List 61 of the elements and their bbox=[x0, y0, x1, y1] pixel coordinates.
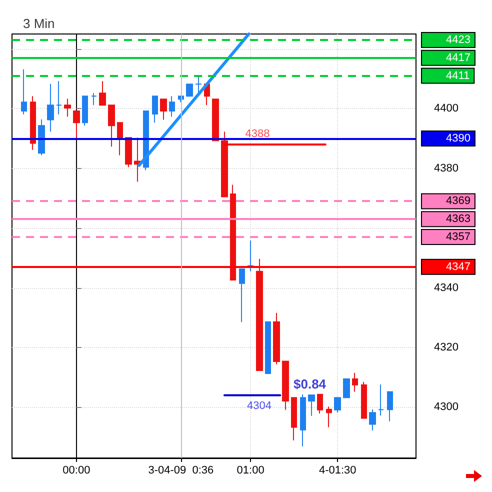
x-tick-label: 00:00 bbox=[62, 464, 90, 476]
candlestick bbox=[91, 92, 97, 106]
ref-line-label: 4369 bbox=[446, 195, 470, 208]
candlestick bbox=[195, 75, 202, 94]
candlestick bbox=[239, 268, 245, 323]
candlestick bbox=[361, 381, 367, 419]
candlestick bbox=[73, 110, 80, 138]
candlestick bbox=[334, 397, 341, 414]
candlestick bbox=[273, 312, 280, 365]
x-tick-label: 01:00 bbox=[236, 464, 264, 476]
y-tick-label: 4300 bbox=[434, 401, 458, 414]
x-tick-label: 4-01:30 bbox=[318, 464, 356, 476]
candlestick bbox=[247, 240, 254, 272]
annotation: 4388 bbox=[245, 128, 270, 140]
candlestick bbox=[343, 378, 350, 398]
candlestick bbox=[169, 96, 175, 118]
candlestick bbox=[300, 394, 306, 447]
candlestick bbox=[378, 384, 384, 416]
annotation: $0.84 bbox=[294, 376, 327, 392]
candlestick bbox=[30, 96, 36, 150]
candlestick bbox=[326, 406, 332, 428]
candlestick bbox=[21, 68, 27, 115]
candlestick bbox=[282, 360, 289, 410]
candlestick bbox=[317, 394, 323, 414]
candlestick bbox=[56, 80, 62, 115]
candlestick bbox=[47, 83, 54, 132]
candlestick bbox=[369, 408, 376, 432]
candlestick bbox=[291, 397, 297, 441]
y-tick-label: 4340 bbox=[434, 282, 458, 294]
ref-line-label: 4357 bbox=[446, 231, 470, 244]
ref-line-label: 4390 bbox=[446, 132, 470, 145]
x-tick-label: 3-04-09 0:36 bbox=[148, 464, 214, 476]
candlestick bbox=[125, 137, 132, 168]
candlestick bbox=[308, 394, 315, 416]
candlestick bbox=[99, 80, 106, 106]
candlestick bbox=[38, 118, 45, 156]
ref-line-label: 4347 bbox=[446, 260, 470, 273]
ref-line-label: 4423 bbox=[446, 34, 470, 46]
y-tick-label: 4380 bbox=[434, 162, 458, 174]
ref-line-label: 4363 bbox=[446, 213, 470, 226]
candlestick bbox=[352, 372, 358, 392]
candlestick bbox=[221, 131, 228, 198]
candlestick bbox=[160, 98, 167, 120]
candlestick bbox=[64, 98, 71, 118]
candlestick bbox=[108, 104, 115, 148]
chart-title: 3 Min bbox=[23, 16, 55, 31]
candlestick bbox=[230, 184, 236, 281]
ref-line-label: 4417 bbox=[446, 52, 470, 64]
ref-line-label: 4411 bbox=[446, 70, 470, 82]
candlestick bbox=[134, 137, 141, 182]
candlestick bbox=[265, 321, 271, 374]
y-tick-label: 4320 bbox=[434, 342, 458, 354]
candlestick bbox=[186, 84, 193, 97]
candlestick bbox=[117, 122, 123, 156]
y-tick-label: 4400 bbox=[434, 102, 458, 115]
candlestick bbox=[212, 98, 219, 142]
annotation: 4304 bbox=[247, 400, 272, 412]
candlestick bbox=[387, 391, 393, 422]
candlestick bbox=[82, 96, 88, 126]
candlestick bbox=[256, 258, 263, 372]
candlestick bbox=[152, 96, 158, 124]
